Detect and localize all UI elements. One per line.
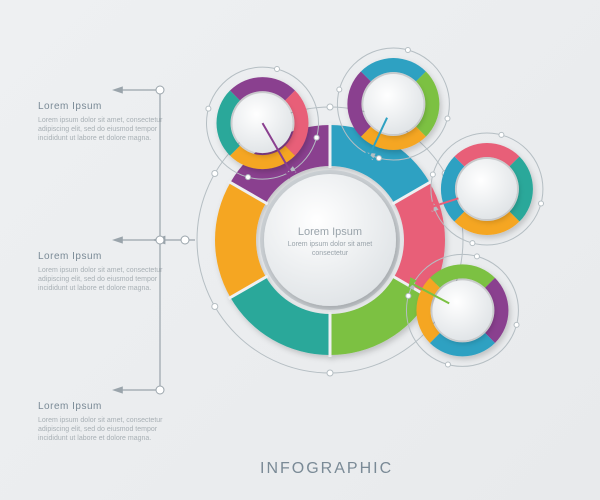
text-block-0: Lorem Ipsum Lorem ipsum dolor sit amet, … (38, 100, 168, 144)
main-title: INFOGRAPHIC (260, 460, 393, 478)
tb-heading: Lorem Ipsum (38, 250, 168, 264)
tb-body: Lorem ipsum dolor sit amet, consectetur … (38, 116, 168, 144)
center-heading: Lorem Ipsum (275, 226, 385, 238)
tb-body: Lorem ipsum dolor sit amet, consectetur … (38, 416, 168, 444)
tb-heading: Lorem Ipsum (38, 400, 168, 414)
satellite-3 (406, 254, 519, 367)
text-block-1: Lorem Ipsum Lorem ipsum dolor sit amet, … (38, 250, 168, 294)
tb-body: Lorem ipsum dolor sit amet, consectetur … (38, 266, 168, 294)
center-body: Lorem ipsum dolor sit amet consectetur (275, 240, 385, 258)
tb-heading: Lorem Ipsum (38, 100, 168, 114)
center-label: Lorem Ipsum Lorem ipsum dolor sit amet c… (275, 226, 385, 258)
satellite-0 (206, 66, 319, 179)
text-block-2: Lorem Ipsum Lorem ipsum dolor sit amet, … (38, 400, 168, 444)
satellite-1 (337, 47, 450, 160)
